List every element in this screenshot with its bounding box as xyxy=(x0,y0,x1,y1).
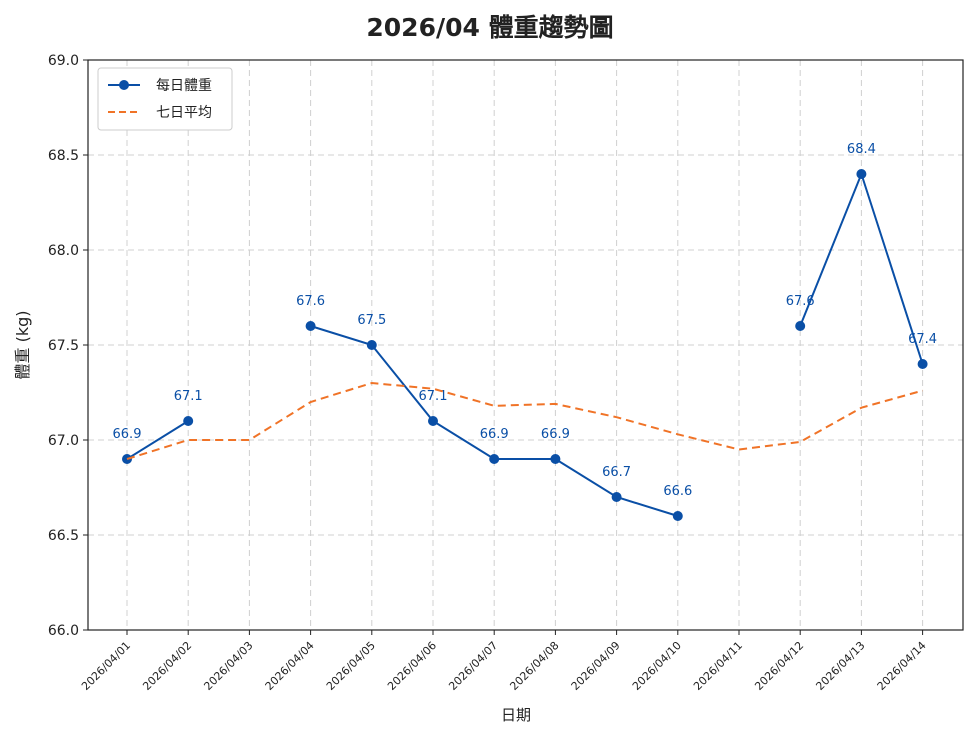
x-tick-label: 2026/04/14 xyxy=(875,639,929,693)
y-axis: 66.0 66.5 67.0 67.5 68.0 68.5 69.0 xyxy=(48,53,88,639)
data-label: 66.9 xyxy=(541,427,570,442)
data-label: 67.1 xyxy=(174,389,203,404)
data-label: 67.6 xyxy=(296,294,325,309)
data-point xyxy=(917,359,928,369)
legend-avg-label: 七日平均 xyxy=(156,105,212,121)
average-line-segment xyxy=(126,381,923,460)
data-label: 68.4 xyxy=(847,142,876,157)
x-tick-label: 2026/04/10 xyxy=(630,639,684,693)
data-label: 67.1 xyxy=(419,389,448,404)
series-seven-day-average xyxy=(126,381,923,460)
data-point xyxy=(305,321,316,331)
x-tick-label: 2026/04/04 xyxy=(263,639,317,693)
y-tick-label: 69.0 xyxy=(48,53,79,69)
y-axis-label: 體重 (kg) xyxy=(13,311,32,380)
x-tick-label: 2026/04/08 xyxy=(507,639,561,693)
x-tick-label: 2026/04/12 xyxy=(752,639,806,693)
data-point xyxy=(795,321,806,331)
y-tick-label: 67.0 xyxy=(48,433,79,449)
data-point xyxy=(183,416,194,426)
legend-box xyxy=(97,67,233,131)
data-label: 67.4 xyxy=(908,332,937,347)
legend-daily-label: 每日體重 xyxy=(156,78,212,94)
x-tick-label: 2026/04/09 xyxy=(569,639,623,693)
x-axis: 2026/04/01 2026/04/02 2026/04/03 2026/04/04… xyxy=(79,630,929,693)
data-label: 67.6 xyxy=(786,294,815,309)
daily-line-segment xyxy=(126,420,189,460)
data-label: 67.5 xyxy=(357,313,386,328)
data-point xyxy=(672,511,683,521)
x-tick-label: 2026/04/03 xyxy=(201,639,255,693)
chart-title: 2026/04 體重趨勢圖 xyxy=(366,13,614,42)
data-point xyxy=(611,492,622,502)
x-tick-label: 2026/04/11 xyxy=(691,639,745,693)
data-point xyxy=(550,454,561,464)
data-point xyxy=(856,169,867,179)
y-tick-label: 68.5 xyxy=(48,148,79,164)
series-layer: 66.9 67.1 67.6 67.5 67.1 66.9 66.9 66.7 66.6 67.6… xyxy=(113,142,937,521)
y-tick-label: 67.5 xyxy=(48,338,79,354)
series-daily-weight: 66.9 67.1 67.6 67.5 67.1 66.9 66.9 66.7 66.6 67.6… xyxy=(113,142,937,521)
data-point xyxy=(428,416,438,426)
data-point xyxy=(489,454,500,464)
x-tick-label: 2026/04/07 xyxy=(446,639,500,693)
y-tick-label: 66.5 xyxy=(48,528,79,544)
y-tick-label: 66.0 xyxy=(48,623,79,639)
y-tick-label: 68.0 xyxy=(48,243,79,259)
x-tick-label: 2026/04/06 xyxy=(385,639,439,693)
data-label: 66.9 xyxy=(113,427,142,442)
data-label: 66.6 xyxy=(663,484,692,499)
data-point xyxy=(366,340,377,350)
grid-lines xyxy=(88,59,963,631)
x-tick-label: 2026/04/01 xyxy=(79,639,133,693)
data-label: 66.7 xyxy=(602,465,631,480)
x-tick-label: 2026/04/13 xyxy=(813,639,867,693)
data-label: 66.9 xyxy=(480,427,509,442)
legend: 每日體重 七日平均 xyxy=(97,67,233,131)
x-tick-label: 2026/04/05 xyxy=(324,639,378,693)
x-tick-label: 2026/04/02 xyxy=(140,639,194,693)
x-axis-label: 日期 xyxy=(501,706,531,724)
legend-daily-marker xyxy=(119,80,129,90)
